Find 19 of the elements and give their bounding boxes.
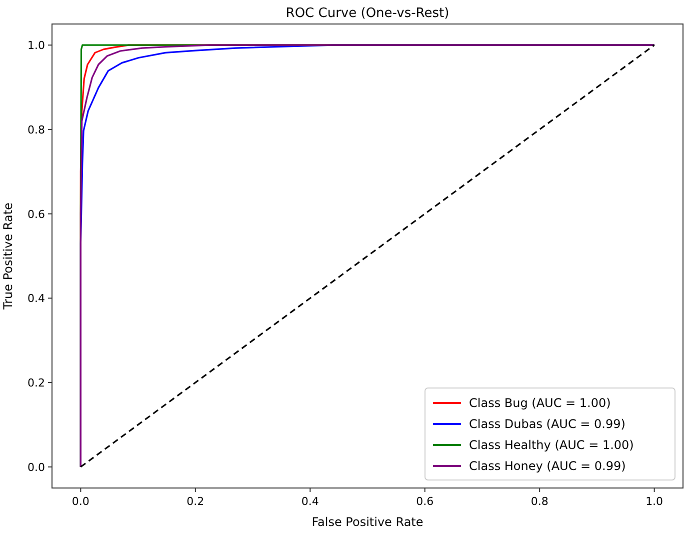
- x-tick-label: 0.4: [301, 495, 319, 508]
- legend-label: Class Bug (AUC = 1.00): [469, 396, 611, 410]
- y-axis-title: True Positive Rate: [1, 202, 15, 310]
- y-tick-label: 0.2: [28, 376, 45, 390]
- x-tick-label: 0.8: [530, 495, 548, 508]
- x-tick-label: 1.0: [646, 495, 664, 508]
- x-tick-label: 0.2: [186, 495, 204, 508]
- chart-title: ROC Curve (One-vs-Rest): [286, 6, 450, 21]
- y-tick-label: 0.6: [28, 208, 45, 221]
- legend-label: Class Dubas (AUC = 0.99): [469, 417, 626, 431]
- y-tick-label: 0.0: [28, 460, 45, 474]
- x-axis-title: False Positive Rate: [312, 515, 424, 529]
- y-tick-label: 0.4: [28, 292, 45, 306]
- legend-label: Class Honey (AUC = 0.99): [469, 459, 626, 473]
- x-tick-label: 0.0: [72, 495, 90, 508]
- y-tick-label: 1.0: [28, 39, 45, 52]
- y-tick-label: 0.8: [28, 123, 45, 136]
- x-tick-label: 0.6: [416, 495, 434, 508]
- legend-label: Class Healthy (AUC = 1.00): [469, 438, 634, 452]
